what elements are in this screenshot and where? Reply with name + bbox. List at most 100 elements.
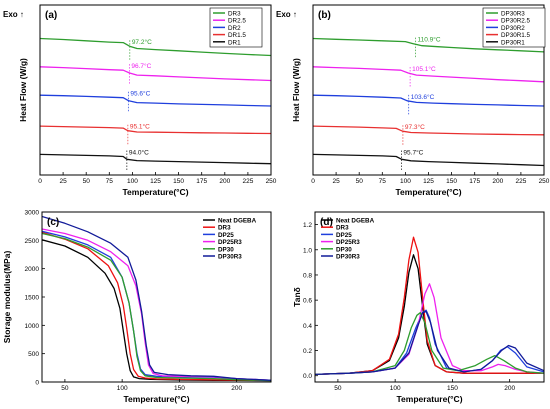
series-line-dr3 <box>315 236 544 376</box>
x-tick-label: 25 <box>332 178 340 185</box>
tg-label: 105.1°C <box>412 65 436 73</box>
x-tick-label: 150 <box>446 178 457 185</box>
series-line-dp30r2 <box>313 94 544 107</box>
series-line-dr2-5 <box>40 66 271 82</box>
y-axis-label: Tanδ <box>292 287 302 307</box>
x-tick-label: 200 <box>231 385 242 392</box>
legend-label: DP30R2 <box>501 25 525 32</box>
x-tick-label: 125 <box>423 178 434 185</box>
legend-label: DP25R3 <box>336 239 360 246</box>
series-group <box>42 215 271 382</box>
legend-label: DP25R3 <box>218 239 242 246</box>
tg-label: 103.6°C <box>411 93 435 101</box>
y-axis-label: Storage modulus(MPa) <box>2 251 12 344</box>
legend-label: Neat DGEBA <box>336 218 375 225</box>
panel-c: 50 100 150 200050010001500200025003000Tempe… <box>2 210 272 404</box>
legend-label: DR3 <box>218 225 231 232</box>
panel-label: (c) <box>47 217 59 228</box>
x-tick-label: 100 <box>390 385 401 392</box>
y-tick-label: 1.2 <box>303 222 312 229</box>
panel-b: 110.9°C 105.1°C 103.6°C 97.3°C 95.7°C 0 25 50 75… <box>276 4 550 197</box>
panel-a: 97.2°C 96.7°C 95.6°C 95.1°C 94.0°C 0 25 50 75 100… <box>3 4 277 197</box>
series-line-dp30r3 <box>42 215 271 381</box>
x-tick-label: 200 <box>504 385 515 392</box>
legend-label: DP30R1 <box>501 39 525 46</box>
legend-box <box>209 7 263 48</box>
x-tick-label: 250 <box>539 178 550 185</box>
legend-label: DP30 <box>218 246 234 253</box>
tg-label: 95.7°C <box>403 148 423 156</box>
legend-label: DR2 <box>228 25 241 32</box>
x-axis-label: Temperature(°C) <box>122 187 188 197</box>
legend-label: DP30R3 <box>218 254 242 261</box>
legend-label: DR3 <box>228 11 241 18</box>
panel-label: (a) <box>45 10 57 21</box>
tg-label: 110.9°C <box>417 36 440 44</box>
panel-d: 50 100 150 200 0.0 0.2 0.4 0.6 0.8 1.0 1.2 Temperat… <box>292 211 545 404</box>
legend-label: DP30R3 <box>336 254 360 261</box>
legend-label: DP30R2.5 <box>501 18 531 25</box>
x-axis-label: Temperature(°C) <box>123 394 189 404</box>
exo-label: Exo ↑ <box>3 10 24 19</box>
y-tick-label: 1.0 <box>303 247 312 254</box>
y-tick-label: 0.4 <box>303 323 312 330</box>
tg-label: 95.6°C <box>130 90 150 98</box>
x-axis-label: Temperature(°C) <box>396 394 462 404</box>
y-tick-label: 0.8 <box>303 272 312 279</box>
x-tick-label: 200 <box>219 178 230 185</box>
axes-frame <box>314 211 545 383</box>
x-axis-label: Temperature(°C) <box>395 187 461 197</box>
x-tick-label: 150 <box>447 385 458 392</box>
x-tick-label: 25 <box>59 178 67 185</box>
legend-label: DR1 <box>228 39 241 46</box>
y-tick-label: 0.2 <box>303 348 312 355</box>
y-tick-label: 500 <box>28 351 39 358</box>
legend-label: DP30R3 <box>501 11 525 18</box>
x-tick-label: 150 <box>174 385 185 392</box>
x-tick-label: 225 <box>242 178 253 185</box>
tg-label: 94.0°C <box>129 148 149 156</box>
x-tick-label: 125 <box>150 178 161 185</box>
tg-label: 97.3°C <box>405 123 425 131</box>
x-tick-label: 50 <box>334 385 342 392</box>
x-tick-label: 50 <box>356 178 364 185</box>
y-tick-label: 2500 <box>25 238 40 245</box>
y-tick-label: 0.6 <box>303 298 312 305</box>
tg-label: 96.7°C <box>131 62 151 70</box>
series-line-dr1-5 <box>40 125 271 135</box>
series-line-dp30 <box>315 312 544 376</box>
y-tick-label: 1500 <box>25 295 40 302</box>
x-tick-label: 50 <box>61 385 69 392</box>
series-line-dr3 <box>40 37 271 57</box>
series-line-dp25r3 <box>315 283 544 376</box>
legend-label: DP25 <box>336 232 352 239</box>
y-tick-label: 3000 <box>25 210 40 217</box>
x-tick-label: 225 <box>515 178 526 185</box>
series-line-dp30r1 <box>313 153 544 167</box>
panel-label: (b) <box>318 10 331 21</box>
y-tick-label: 0.0 <box>303 373 312 380</box>
tg-label: 97.2°C <box>132 38 152 46</box>
tg-label: 95.1°C <box>130 123 150 131</box>
exo-label: Exo ↑ <box>276 10 297 19</box>
series-group <box>315 236 544 376</box>
series-line-dp30r3 <box>315 310 544 376</box>
y-axis-label: Heat Flow (W/g) <box>18 58 28 122</box>
series-group <box>313 37 544 167</box>
series-line-neat-dgeba <box>315 254 544 376</box>
series-line-dp30r1-5 <box>313 125 544 136</box>
x-tick-label: 200 <box>492 178 503 185</box>
legend-label: Neat DGEBA <box>218 218 257 225</box>
x-tick-label: 0 <box>38 178 42 185</box>
legend-label: DR1.5 <box>228 32 246 39</box>
series-group <box>40 37 271 165</box>
series-line-dr2 <box>40 94 271 107</box>
y-tick-label: 1000 <box>25 323 40 330</box>
legend-label: DR3 <box>336 225 349 232</box>
series-line-dp30r2-5 <box>313 66 544 83</box>
y-tick-label: 0 <box>35 380 39 387</box>
series-line-dr3 <box>42 231 271 381</box>
y-tick-label: 2000 <box>25 266 40 273</box>
series-line-neat-dgeba <box>42 239 271 382</box>
